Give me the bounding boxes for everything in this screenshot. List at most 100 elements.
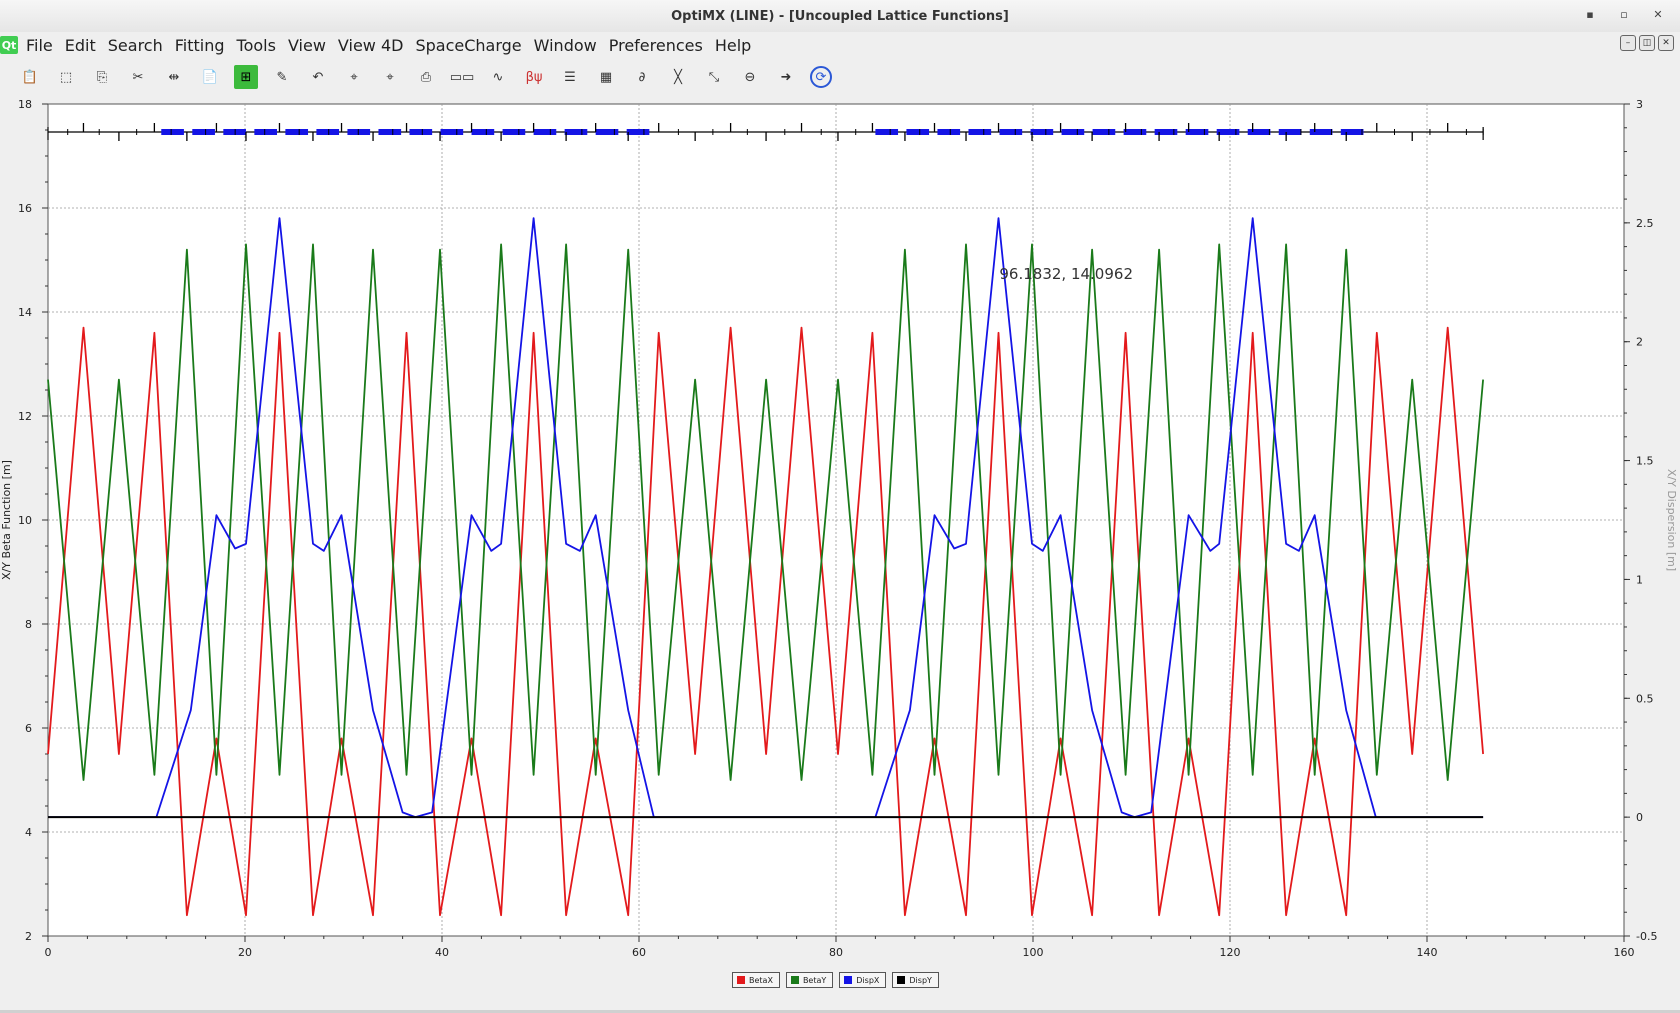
- lattice-dipole: [1185, 129, 1209, 135]
- lattice-dipole: [409, 129, 433, 135]
- legend-item-dispx[interactable]: DispX: [839, 972, 887, 988]
- lattice-dipole: [161, 129, 184, 135]
- stop-icon[interactable]: ⊖: [744, 69, 756, 85]
- lattice-dipole: [1061, 129, 1085, 135]
- cursor-dot-icon[interactable]: ⌖: [386, 69, 394, 85]
- y2-tick-label: 2.5: [1636, 217, 1654, 230]
- menu-window[interactable]: Window: [533, 35, 597, 55]
- y-tick-label: 12: [18, 410, 32, 423]
- y-tick-label: 10: [18, 514, 32, 527]
- legend-swatch: [790, 976, 799, 984]
- y2-tick-label: 2: [1636, 336, 1643, 349]
- lattice-dipole: [285, 129, 309, 135]
- menu-view[interactable]: View: [287, 35, 326, 55]
- y-tick-label: 14: [18, 306, 32, 319]
- mdi-minimize-icon[interactable]: –: [1620, 35, 1636, 51]
- cursor-icon[interactable]: ⌖: [350, 69, 358, 85]
- y2-tick-label: -0.5: [1636, 930, 1657, 943]
- x-tick-label: 160: [1614, 946, 1635, 959]
- y-axis-label: X/Y Beta Function [m]: [0, 460, 13, 580]
- lattice-dipole: [254, 129, 278, 135]
- menu-view-4d[interactable]: View 4D: [337, 35, 404, 55]
- x-tick-label: 120: [1220, 946, 1241, 959]
- lattice-dipole: [471, 129, 495, 135]
- forward-icon[interactable]: ➜: [780, 69, 792, 85]
- series-betax: [47, 326, 1484, 917]
- legend-item-betax[interactable]: BetaX: [732, 972, 780, 988]
- menubar: Qt File Edit Search Fitting Tools View V…: [0, 32, 1680, 58]
- menu-preferences[interactable]: Preferences: [608, 35, 703, 55]
- copy-icon[interactable]: ⎘: [96, 69, 108, 85]
- legend-item-betay[interactable]: BetaY: [785, 972, 834, 988]
- lattice-dipole: [906, 129, 930, 135]
- y2-axis-label: X/Y Dispersion [m]: [1665, 469, 1678, 571]
- lattice-dipole: [626, 129, 650, 135]
- ellipse-icon[interactable]: ╳: [674, 69, 682, 85]
- lattice-dipole: [378, 129, 402, 135]
- menu-fitting[interactable]: Fitting: [174, 35, 225, 55]
- table-icon[interactable]: ☰: [564, 69, 576, 85]
- lattice-dipole: [440, 129, 464, 135]
- menu-tools[interactable]: Tools: [236, 35, 276, 55]
- minimize-icon[interactable]: ▪: [1586, 8, 1594, 21]
- close-icon[interactable]: ✕: [1653, 8, 1663, 21]
- y2-tick-label: 0.5: [1636, 692, 1654, 705]
- cut-icon[interactable]: ✂: [132, 69, 144, 85]
- legend-label: DispY: [909, 975, 932, 985]
- lattice-dipole: [1123, 129, 1147, 135]
- tracking-icon[interactable]: ✎: [276, 69, 288, 85]
- x-tick-label: 60: [632, 946, 646, 959]
- y-tick-label: 18: [18, 98, 32, 111]
- mdi-close-icon[interactable]: ✕: [1658, 35, 1674, 51]
- legend-label: BetaY: [802, 975, 827, 985]
- window-title: OptiMX (LINE) - [Uncoupled Lattice Funct…: [671, 8, 1009, 24]
- paste-icon[interactable]: 📄: [201, 69, 219, 85]
- series-betay: [47, 243, 1484, 781]
- refresh-icon[interactable]: ⟳: [810, 66, 832, 88]
- lattice-dipole: [1340, 129, 1364, 135]
- y-tick-label: 2: [25, 930, 32, 943]
- lattice-dipole: [875, 129, 899, 135]
- menu-spacecharge[interactable]: SpaceCharge: [415, 35, 522, 55]
- plot-legend: BetaX BetaY DispX DispY: [732, 972, 939, 988]
- y-tick-label: 4: [25, 826, 32, 839]
- align-icon[interactable]: ⇹: [168, 69, 180, 85]
- lattice-dipole: [937, 129, 961, 135]
- legend-swatch: [897, 976, 906, 984]
- lattice-dipole: [1309, 129, 1333, 135]
- legend-item-dispy[interactable]: DispY: [892, 972, 939, 988]
- fit-icon[interactable]: ⊞: [234, 65, 258, 89]
- selection-icon[interactable]: ⬚: [59, 69, 73, 85]
- beta-plot-icon[interactable]: ∿: [492, 69, 504, 85]
- window-titlebar: OptiMX (LINE) - [Uncoupled Lattice Funct…: [0, 0, 1680, 32]
- zoom-icon[interactable]: ⤡: [708, 69, 720, 85]
- undo-icon[interactable]: ↶: [312, 69, 324, 85]
- lattice-dipole: [968, 129, 992, 135]
- legend-label: DispX: [856, 975, 880, 985]
- menu-edit[interactable]: Edit: [64, 35, 96, 55]
- x-tick-label: 140: [1417, 946, 1438, 959]
- y2-tick-label: 1.5: [1636, 455, 1654, 468]
- menu-file[interactable]: File: [26, 35, 53, 55]
- lattice-view-icon[interactable]: ▭▭: [449, 69, 475, 85]
- qt-logo-icon: Qt: [0, 36, 18, 54]
- lattice-dipole: [192, 129, 215, 135]
- grid-icon[interactable]: ▦: [599, 69, 613, 85]
- lattice-dipole: [316, 129, 340, 135]
- lattice-functions-plot[interactable]: 0 20 40 60 80 100 120 140 16024681012141618-0.50…: [0, 94, 1680, 970]
- y-tick-label: 8: [25, 618, 32, 631]
- open-lattice-icon[interactable]: 📋: [21, 69, 39, 85]
- y-tick-label: 6: [25, 722, 32, 735]
- menu-help[interactable]: Help: [714, 35, 752, 55]
- lattice-dipole: [533, 129, 557, 135]
- beta-phase-icon[interactable]: βψ: [525, 69, 543, 85]
- x-tick-label: 40: [435, 946, 449, 959]
- mdi-restore-icon[interactable]: ◫: [1639, 35, 1655, 51]
- menu-search[interactable]: Search: [107, 35, 163, 55]
- legend-label: BetaX: [749, 975, 773, 985]
- cursor-readout: 96.1832, 14.0962: [999, 265, 1133, 283]
- y2-tick-label: 1: [1636, 573, 1643, 586]
- maximize-icon[interactable]: ▫: [1620, 8, 1628, 21]
- print-icon[interactable]: ⎙: [420, 69, 432, 85]
- derivative-icon[interactable]: ∂: [638, 69, 646, 85]
